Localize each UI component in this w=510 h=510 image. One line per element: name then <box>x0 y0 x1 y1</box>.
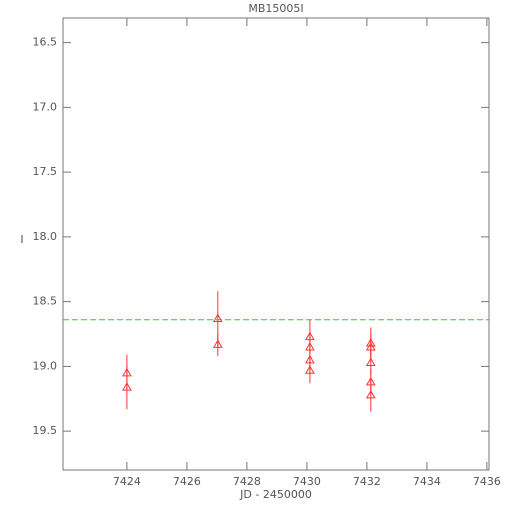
y-tick-label: 17.5 <box>33 165 58 178</box>
marker <box>365 389 376 399</box>
plot-frame <box>62 17 490 471</box>
marker <box>122 382 132 391</box>
x-tick-label: 7426 <box>173 475 201 488</box>
y-tick-label: 18.5 <box>33 295 58 308</box>
x-tick-label: 7428 <box>233 475 261 488</box>
y-tick-label: 17.0 <box>33 100 58 113</box>
y-tick-label: 19.5 <box>33 424 58 437</box>
chart-title: MB15005I <box>248 2 303 15</box>
x-tick-label: 7430 <box>293 475 321 488</box>
marker <box>305 365 315 374</box>
y-axis-label: I <box>20 233 23 246</box>
y-tick-label: 19.0 <box>33 359 58 372</box>
x-tick-label: 7436 <box>473 475 501 488</box>
x-tick-label: 7434 <box>413 475 441 488</box>
marker <box>212 313 223 322</box>
x-tick-label: 7432 <box>353 475 381 488</box>
marker <box>212 339 223 348</box>
marker <box>365 357 376 367</box>
y-tick-label: 16.5 <box>33 36 58 49</box>
x-axis-label: JD - 2450000 <box>239 488 312 501</box>
x-tick-label: 7424 <box>113 475 141 488</box>
y-tick-label: 18.0 <box>33 230 58 243</box>
